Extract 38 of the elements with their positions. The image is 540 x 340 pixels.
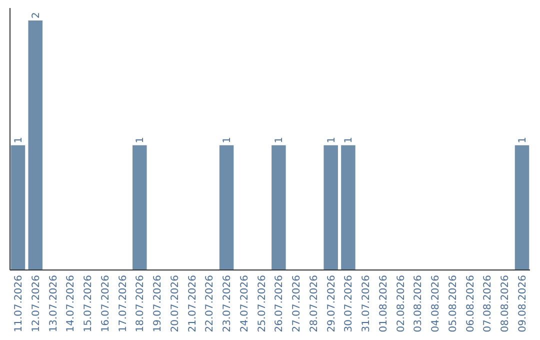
- x-tick-label: 18.07.2026: [135, 275, 146, 332]
- data-label: 1: [326, 136, 338, 144]
- data-label: 1: [135, 136, 146, 144]
- x-tick-label: 28.07.2026: [308, 275, 320, 332]
- x-tick-label: 03.08.2026: [413, 275, 424, 332]
- x-tick-label: 27.07.2026: [292, 275, 303, 332]
- x-tick-label: 16.07.2026: [100, 275, 112, 332]
- x-tick-label: 06.08.2026: [465, 275, 476, 332]
- x-tick-label: 11.07.2026: [13, 275, 24, 332]
- data-label: 1: [222, 136, 234, 144]
- x-tick-label: 20.07.2026: [170, 275, 181, 332]
- x-tick-label: 04.08.2026: [430, 275, 442, 332]
- data-label: 2: [30, 12, 42, 18]
- x-tick-label: 05.08.2026: [448, 275, 459, 332]
- x-tick-label: 21.07.2026: [187, 275, 198, 332]
- data-label: 1: [13, 136, 24, 144]
- x-tick-label: 12.07.2026: [30, 275, 42, 332]
- x-tick-label: 22.07.2026: [204, 275, 216, 332]
- data-label: 1: [274, 136, 286, 144]
- data-label: 1: [344, 136, 355, 144]
- data-label: 1: [518, 136, 529, 144]
- x-tick-label: 30.07.2026: [344, 275, 355, 332]
- x-tick-label: 13.07.2026: [48, 275, 60, 332]
- x-tick-label: 31.07.2026: [361, 275, 372, 332]
- x-tick-label: 14.07.2026: [66, 275, 77, 332]
- x-tick-label: 17.07.2026: [118, 275, 129, 332]
- x-tick-label: 26.07.2026: [274, 275, 286, 332]
- x-tick-label: 25.07.2026: [256, 275, 268, 332]
- x-tick-label: 01.08.2026: [378, 275, 390, 332]
- x-tick-label: 23.07.2026: [222, 275, 234, 332]
- x-tick-label: 02.08.2026: [396, 275, 407, 332]
- x-tick-label: 24.07.2026: [239, 275, 250, 332]
- x-tick-label: 19.07.2026: [152, 275, 164, 332]
- x-tick-label: 15.07.2026: [83, 275, 94, 332]
- x-tick-label: 29.07.2026: [326, 275, 338, 332]
- x-tick-label: 07.08.2026: [482, 275, 494, 332]
- x-tick-label: 08.08.2026: [500, 275, 512, 332]
- x-tick-label: 09.08.2026: [518, 275, 529, 332]
